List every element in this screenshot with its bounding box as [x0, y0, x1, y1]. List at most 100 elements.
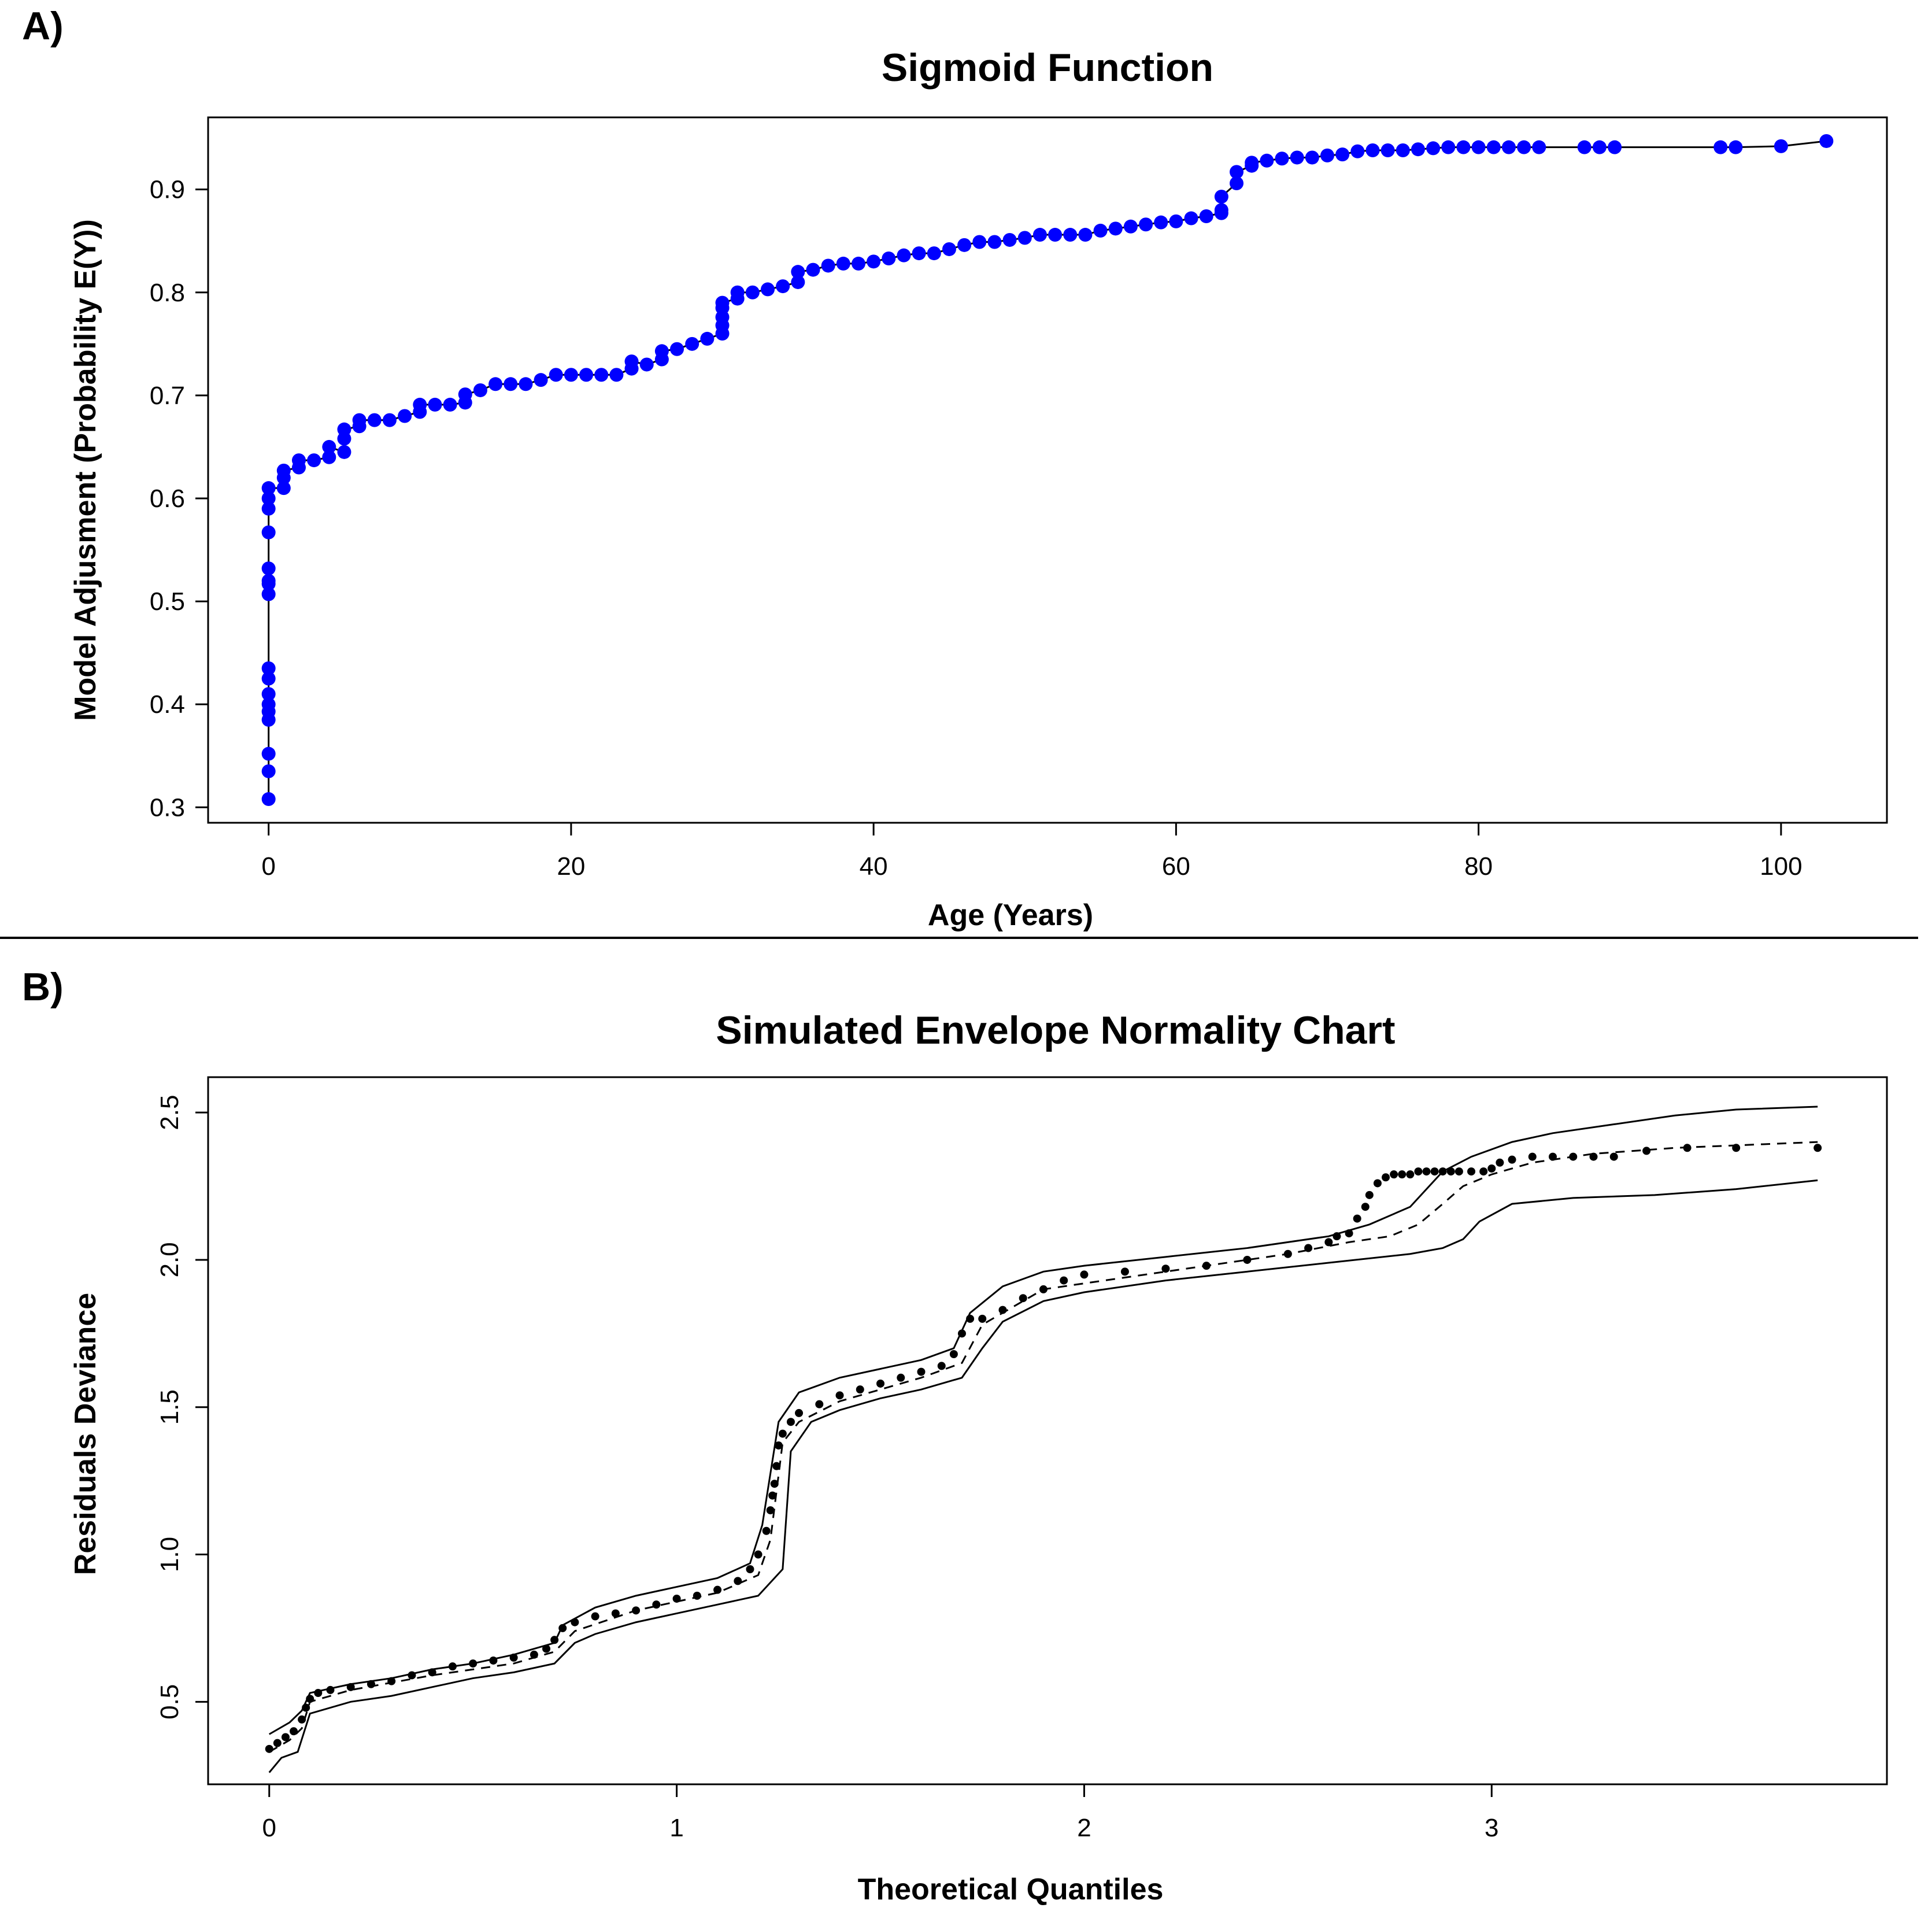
residual-point	[314, 1689, 323, 1698]
panel-b-plot-frame	[207, 1076, 1888, 1785]
panel-a-label: A)	[22, 4, 64, 48]
residual-point	[542, 1644, 551, 1653]
sigmoid-point	[1002, 232, 1017, 247]
residual-point	[1333, 1232, 1341, 1241]
residual-point	[1609, 1152, 1618, 1161]
sigmoid-point	[1260, 153, 1274, 168]
residual-point	[1414, 1167, 1423, 1176]
panel-a-x-tick-label: 0	[261, 852, 275, 881]
residual-point	[1324, 1238, 1333, 1247]
sigmoid-point	[261, 671, 276, 686]
residual-point	[1202, 1262, 1211, 1270]
sigmoid-point	[1608, 140, 1622, 154]
panel-b-y-tick-label: 2.0	[156, 1242, 184, 1277]
panel-a-x-tick-label: 60	[1162, 852, 1190, 881]
residual-point	[734, 1577, 742, 1585]
sigmoid-point	[261, 792, 276, 807]
sigmoid-point	[987, 235, 1002, 249]
sigmoid-point	[549, 368, 563, 382]
sigmoid-point	[1774, 139, 1788, 153]
panel-b: B) Simulated Envelope Normality Chart 0 1…	[22, 965, 1888, 1906]
sigmoid-point	[1275, 151, 1289, 166]
residual-point	[408, 1671, 416, 1680]
sigmoid-point	[1063, 228, 1078, 242]
sigmoid-point	[1426, 141, 1441, 156]
sigmoid-point	[352, 413, 367, 427]
sigmoid-point	[1456, 140, 1471, 154]
residual-point	[469, 1659, 478, 1668]
sigmoid-point	[730, 285, 745, 300]
panel-a-y-tick-label: 0.7	[150, 382, 185, 410]
sigmoid-point	[1139, 217, 1153, 232]
residual-point	[1422, 1167, 1431, 1176]
panel-b-y-axis-label: Residuals Deviance	[69, 1293, 102, 1575]
sigmoid-point	[1230, 176, 1244, 190]
residual-point	[346, 1683, 355, 1691]
sigmoid-point	[836, 256, 850, 271]
sigmoid-point	[1290, 150, 1304, 165]
panel-a-y-tick-label: 0.9	[150, 176, 185, 204]
sigmoid-point	[337, 445, 351, 459]
sigmoid-point	[1411, 142, 1425, 157]
sigmoid-point	[261, 525, 276, 539]
sigmoid-point	[1592, 140, 1607, 154]
panel-b-x-tick-label: 0	[262, 1814, 276, 1842]
sigmoid-point	[942, 242, 956, 256]
residual-point	[1446, 1167, 1455, 1176]
residual-point	[298, 1715, 306, 1724]
sigmoid-point	[1532, 140, 1546, 154]
residual-point	[591, 1612, 599, 1621]
residual-point	[1479, 1167, 1488, 1176]
sigmoid-point	[806, 262, 820, 277]
panel-a-y-tick-label: 0.8	[150, 279, 185, 307]
sigmoid-point	[261, 481, 276, 496]
sigmoid-point	[1184, 211, 1198, 225]
residual-point	[876, 1379, 885, 1388]
residual-point	[978, 1314, 987, 1323]
sigmoid-line	[268, 140, 1827, 800]
panel-a-y-axis: 0.3 0.4 0.5 0.6 0.7 0.8 0.9	[150, 176, 208, 822]
panel-b-y-tick-label: 1.5	[156, 1389, 184, 1425]
sigmoid-point	[261, 561, 276, 576]
sigmoid-point	[261, 697, 276, 712]
sigmoid-point	[261, 574, 276, 588]
residual-point	[1569, 1152, 1578, 1161]
sigmoid-point	[1214, 203, 1228, 217]
residual-point	[897, 1373, 905, 1382]
sigmoid-point	[276, 481, 291, 496]
sigmoid-point	[1380, 143, 1395, 157]
residual-point	[1454, 1167, 1463, 1176]
sigmoid-point	[745, 285, 760, 300]
sigmoid-point	[776, 279, 790, 294]
sigmoid-point	[564, 368, 578, 382]
residual-point	[1345, 1229, 1353, 1238]
residual-point	[1243, 1255, 1252, 1264]
panel-a-plot-frame	[207, 116, 1888, 824]
sigmoid-point	[322, 439, 336, 454]
residual-point	[778, 1429, 787, 1438]
sigmoid-point	[912, 246, 926, 261]
residual-point	[762, 1526, 771, 1535]
sigmoid-point	[1501, 140, 1516, 154]
panel-b-y-axis: 0.5 1.0 1.5 2.0 2.5	[156, 1095, 208, 1720]
residual-point	[772, 1462, 781, 1470]
sigmoid-point	[1078, 228, 1093, 242]
sigmoid-point	[1214, 190, 1228, 204]
sigmoid-point	[609, 368, 624, 382]
residual-point	[1060, 1276, 1068, 1285]
panel-b-title: Simulated Envelope Normality Chart	[716, 1008, 1395, 1052]
residual-point	[611, 1609, 620, 1618]
sigmoid-point	[261, 661, 276, 675]
sigmoid-point	[1108, 221, 1123, 236]
panel-a-x-tick-label: 100	[1760, 852, 1802, 881]
sigmoid-point	[654, 344, 669, 358]
residual-point	[367, 1680, 375, 1688]
sigmoid-point	[413, 397, 427, 412]
residual-point	[1283, 1249, 1292, 1258]
residual-point	[1304, 1244, 1313, 1252]
residual-point	[1487, 1164, 1496, 1173]
sigmoid-point	[261, 501, 276, 516]
sigmoid-point	[261, 587, 276, 601]
sigmoid-point	[1471, 140, 1486, 154]
sigmoid-point	[1320, 148, 1334, 162]
